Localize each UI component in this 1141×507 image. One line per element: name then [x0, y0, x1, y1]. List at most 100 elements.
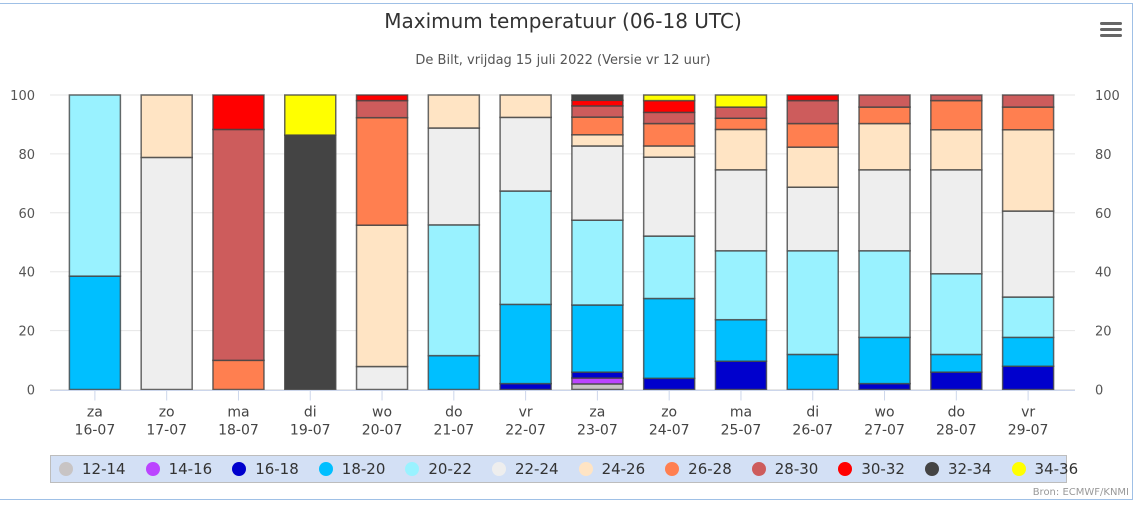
bar-segment-22-24[interactable]: [1001, 210, 1055, 298]
x-tick-label-date: 21-07: [433, 423, 474, 439]
legend-dot-icon: [59, 462, 73, 476]
legend-item[interactable]: 28-30: [751, 460, 818, 478]
legend-item[interactable]: 18-20: [318, 460, 385, 478]
legend-item[interactable]: 14-16: [145, 460, 212, 478]
bar-segment-30-32[interactable]: [355, 94, 409, 102]
bar-segment-20-22[interactable]: [642, 235, 696, 300]
bar-segment-16-18[interactable]: [571, 371, 624, 379]
bar-segment-34-36[interactable]: [714, 94, 768, 108]
bar-segment-16-18[interactable]: [642, 377, 696, 391]
bar-segment-24-26[interactable]: [858, 122, 911, 171]
bar-segment-20-22[interactable]: [786, 250, 839, 356]
bar-segment-16-18[interactable]: [858, 382, 911, 391]
bar-segment-22-24[interactable]: [355, 365, 409, 391]
bar-segment-18-20[interactable]: [930, 353, 983, 373]
bar-segment-18-20[interactable]: [499, 303, 552, 385]
bar-segment-14-16[interactable]: [571, 377, 624, 385]
bar-segment-30-32[interactable]: [571, 99, 624, 107]
x-tick-label-day: ma: [730, 405, 752, 421]
bar-segment-28-30[interactable]: [642, 111, 696, 125]
bar-segment-34-36[interactable]: [642, 94, 696, 102]
legend-item[interactable]: 30-32: [838, 460, 905, 478]
bar-segment-18-20[interactable]: [571, 304, 624, 373]
credits[interactable]: Bron: ECMWF/KNMI: [1032, 487, 1129, 498]
bar-segment-32-34[interactable]: [284, 134, 337, 391]
legend-item[interactable]: 26-28: [665, 460, 732, 478]
bar-segment-18-20[interactable]: [858, 336, 911, 385]
bar-segment-26-28[interactable]: [642, 122, 696, 147]
bar-segment-28-30[interactable]: [930, 94, 983, 102]
legend-item[interactable]: 16-18: [232, 460, 299, 478]
bar-segment-24-26[interactable]: [714, 128, 768, 171]
legend: 12-14 14-16 16-18 18-20 20-22 22-24 24-26 26-28…: [50, 455, 1078, 483]
bar-segment-18-20[interactable]: [714, 318, 768, 362]
bar-segment-22-24[interactable]: [571, 145, 624, 221]
bar-segment-28-30[interactable]: [571, 105, 624, 118]
bar-segment-22-24[interactable]: [858, 169, 911, 252]
legend-label: 20-22: [428, 460, 472, 478]
bar-segment-26-28[interactable]: [858, 106, 911, 125]
bar-segment-24-26[interactable]: [930, 129, 983, 171]
bar-segment-16-18[interactable]: [930, 371, 983, 391]
bar-segment-20-22[interactable]: [427, 224, 481, 357]
bar-segment-16-18[interactable]: [1001, 365, 1055, 391]
bar-segment-26-28[interactable]: [786, 122, 839, 148]
bar-segment-20-22[interactable]: [858, 250, 911, 339]
bar-segment-12-14[interactable]: [571, 383, 624, 391]
bar-segment-24-26[interactable]: [427, 94, 481, 129]
bar-segment-28-30[interactable]: [714, 106, 768, 120]
bar-segment-22-24[interactable]: [642, 156, 696, 237]
bar-segment-30-32[interactable]: [642, 99, 696, 114]
bar-segment-22-24[interactable]: [930, 169, 983, 275]
bar-segment-26-28[interactable]: [355, 116, 409, 226]
legend-item[interactable]: 32-34: [924, 460, 992, 478]
bar-segment-18-20[interactable]: [68, 275, 122, 391]
bar-segment-28-30[interactable]: [1001, 94, 1055, 108]
bar-segment-24-26[interactable]: [140, 94, 193, 159]
chart-title: Maximum temperatuur (06-18 UTC): [384, 9, 742, 33]
bar-segment-16-18[interactable]: [714, 360, 768, 391]
bar-segment-28-30[interactable]: [786, 99, 839, 125]
bar-segment-32-34[interactable]: [571, 94, 624, 102]
bar-segment-20-22[interactable]: [930, 273, 983, 356]
bar-segment-22-24[interactable]: [140, 156, 193, 391]
bar-segment-24-26[interactable]: [1001, 129, 1055, 212]
bar-segment-24-26[interactable]: [786, 146, 839, 188]
bar-segment-26-28[interactable]: [1001, 106, 1055, 131]
bar-segment-18-20[interactable]: [427, 354, 481, 391]
bar-segment-24-26[interactable]: [499, 94, 552, 119]
bar-segment-20-22[interactable]: [1001, 296, 1055, 339]
bar-segment-20-22[interactable]: [499, 190, 552, 306]
bar-segment-30-32[interactable]: [212, 94, 265, 131]
bar-segment-22-24[interactable]: [499, 116, 552, 192]
bar-segment-26-28[interactable]: [930, 99, 983, 131]
bar-stack: [1001, 94, 1055, 391]
bar-segment-16-18[interactable]: [499, 382, 552, 391]
legend-item[interactable]: 24-26: [578, 460, 645, 478]
bar-segment-24-26[interactable]: [642, 145, 696, 158]
bar-segment-18-20[interactable]: [642, 297, 696, 380]
bar-segment-20-22[interactable]: [714, 250, 768, 321]
bar-segment-20-22[interactable]: [68, 94, 122, 277]
bar-segment-20-22[interactable]: [571, 219, 624, 306]
hamburger-menu-icon[interactable]: [1100, 22, 1122, 40]
bar-segment-18-20[interactable]: [1001, 336, 1055, 367]
bar-segment-28-30[interactable]: [212, 128, 265, 362]
bar-segment-30-32[interactable]: [786, 94, 839, 102]
bar-segment-22-24[interactable]: [786, 186, 839, 252]
bar-segment-34-36[interactable]: [284, 94, 337, 136]
bar-segment-28-30[interactable]: [858, 94, 911, 108]
legend-item[interactable]: 34-36: [1011, 460, 1078, 478]
bar-segment-22-24[interactable]: [427, 127, 481, 226]
legend-item[interactable]: 20-22: [405, 460, 472, 478]
legend-item[interactable]: 12-14: [59, 460, 126, 478]
bar-segment-26-28[interactable]: [571, 116, 624, 136]
bar-segment-18-20[interactable]: [786, 353, 839, 391]
bar-segment-24-26[interactable]: [355, 224, 409, 368]
bar-segment-28-30[interactable]: [355, 99, 409, 119]
bar-segment-26-28[interactable]: [212, 359, 265, 391]
bar-segment-22-24[interactable]: [714, 169, 768, 252]
legend-item[interactable]: 22-24: [491, 460, 559, 478]
bar-segment-26-28[interactable]: [714, 117, 768, 131]
bar-segment-24-26[interactable]: [571, 134, 624, 147]
